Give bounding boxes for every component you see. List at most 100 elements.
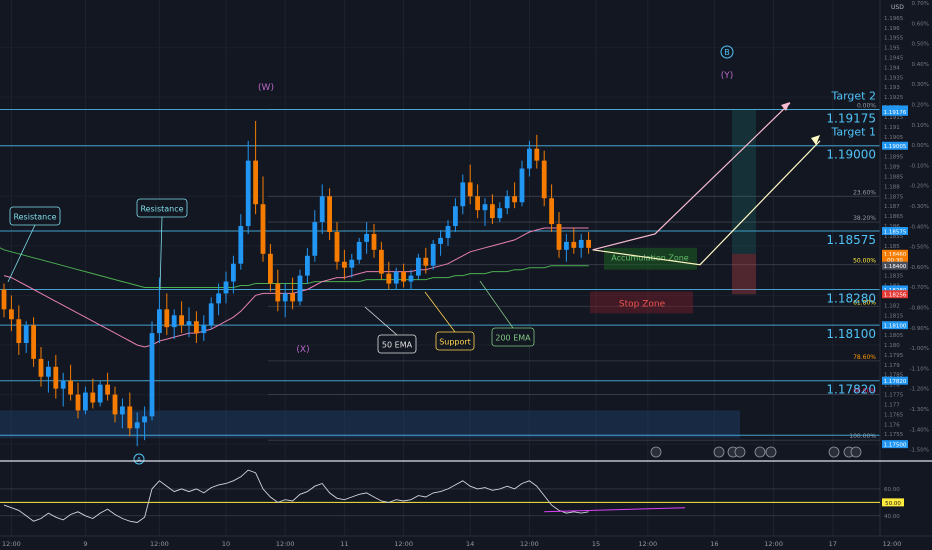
price-tag-label: 00:30 [887, 258, 903, 264]
level-price-label: 1.19000 [826, 148, 876, 162]
price-tag-label: 1.19005 [884, 144, 907, 150]
level-price-label: 1.18575 [826, 233, 876, 247]
price-tick-label: 1.195 [884, 46, 900, 52]
candle-body [556, 224, 562, 250]
candle-body [534, 148, 540, 161]
accumulation-zone [604, 247, 697, 270]
wave-label-y: (Y) [721, 71, 734, 81]
time-tick-label: 15 [592, 540, 600, 548]
price-tag-label: 1.18400 [884, 264, 907, 270]
candle-body [438, 237, 443, 244]
percent-tick-label: -1.10% [910, 366, 929, 372]
time-tick-label: 12:00 [520, 540, 539, 548]
percent-tick-label: 0.60% [912, 21, 929, 27]
percent-tick-label: -1.30% [910, 407, 929, 413]
time-tick-label: 11 [340, 540, 348, 548]
candle-body [149, 333, 155, 417]
candle-body [371, 233, 377, 250]
price-tick-label: 1.1775 [884, 393, 904, 399]
callout-label: 200 EMA [495, 334, 531, 343]
economic-event-icon [828, 446, 840, 458]
price-tag [882, 440, 908, 449]
candle-body [282, 293, 288, 302]
price-tag [882, 255, 908, 264]
price-tag-label: 1.18100 [884, 324, 907, 330]
economic-event-icon [713, 446, 725, 458]
price-tick-label: 1.1765 [884, 412, 904, 418]
stop-zone-label: Stop Zone [619, 299, 666, 309]
price-tick-label: 1.191 [884, 125, 900, 131]
candle-body [527, 148, 532, 169]
percent-tick-label: 0.40% [912, 62, 929, 68]
candle-body [245, 160, 251, 227]
price-tag-label: 1.18256 [884, 293, 907, 299]
time-tick-label: 10 [222, 540, 230, 548]
candle-body [275, 283, 281, 302]
wave-label-w: (W) [258, 83, 274, 93]
candle-body [290, 293, 295, 302]
callout-label: Resistance [140, 205, 183, 214]
candle-body [46, 366, 51, 377]
price-tick-label: 1.194 [884, 65, 900, 71]
price-tick-label: 1.1955 [884, 36, 904, 42]
price-tag-label: 1.18575 [884, 229, 907, 235]
candle-body [120, 406, 125, 415]
demand-zone [0, 410, 740, 439]
candle-body [549, 198, 554, 225]
price-tick-label: 1.1965 [884, 16, 904, 22]
price-tick-label: 1.1875 [884, 194, 904, 200]
economic-event-icon [734, 446, 746, 458]
price-tick-label: 1.193 [884, 85, 900, 91]
candle-body [297, 275, 303, 302]
candle-body [157, 309, 162, 334]
price-tag [882, 261, 908, 270]
rsi-divergence-line [544, 507, 686, 513]
candle-body [112, 394, 118, 415]
candle-body [16, 319, 22, 344]
candle-body [460, 182, 466, 207]
price-tick-label: 1.1895 [884, 155, 904, 161]
candle-body [90, 392, 96, 403]
percent-tick-label: -0.60% [910, 265, 929, 271]
level-price-label: 1.18280 [826, 291, 876, 305]
candle-body [164, 309, 170, 328]
price-tick-label: 1.1815 [884, 313, 904, 319]
economic-event-icon [650, 446, 662, 458]
candle-body [578, 239, 584, 248]
candle-body [142, 416, 147, 423]
candle-body [512, 196, 517, 203]
percent-tick-label: 0.30% [912, 82, 929, 88]
long-position-profit-zone [732, 109, 756, 254]
fib-level-label: 0.00% [857, 102, 876, 109]
price-tick-label: 1.1935 [884, 75, 904, 81]
price-tick-label: 1.196 [884, 26, 900, 32]
fib-level-label: 50.00% [853, 258, 876, 265]
candle-body [475, 196, 480, 211]
candle-body [430, 243, 436, 266]
price-tick-label: 1.185 [884, 244, 900, 250]
price-tick-label: 1.177 [884, 402, 900, 408]
price-tag [882, 141, 908, 150]
candle-body [83, 392, 88, 411]
percent-tick-label: 0.20% [912, 103, 929, 109]
candle-body [482, 204, 488, 211]
candle-body [490, 204, 495, 219]
percent-tick-label: -1.00% [910, 346, 929, 352]
candle-body [453, 206, 458, 227]
callout-label: 50 EMA [382, 341, 413, 350]
economic-event-icon [754, 446, 766, 458]
price-tick-label: 1.187 [884, 204, 900, 210]
fib-level-label: 88.60% [853, 388, 876, 395]
callout-pointer [7, 224, 36, 283]
candle-body [216, 293, 221, 304]
price-tag [882, 290, 908, 299]
price-tick-label: 1.1915 [884, 115, 904, 121]
price-tick-label: 1.176 [884, 422, 900, 428]
price-tag [882, 226, 908, 235]
callout-box [435, 331, 475, 351]
fib-level-label: 38.20% [853, 215, 876, 222]
callout-pointer [424, 291, 456, 333]
candle-body [312, 222, 318, 256]
price-tag [882, 107, 908, 116]
